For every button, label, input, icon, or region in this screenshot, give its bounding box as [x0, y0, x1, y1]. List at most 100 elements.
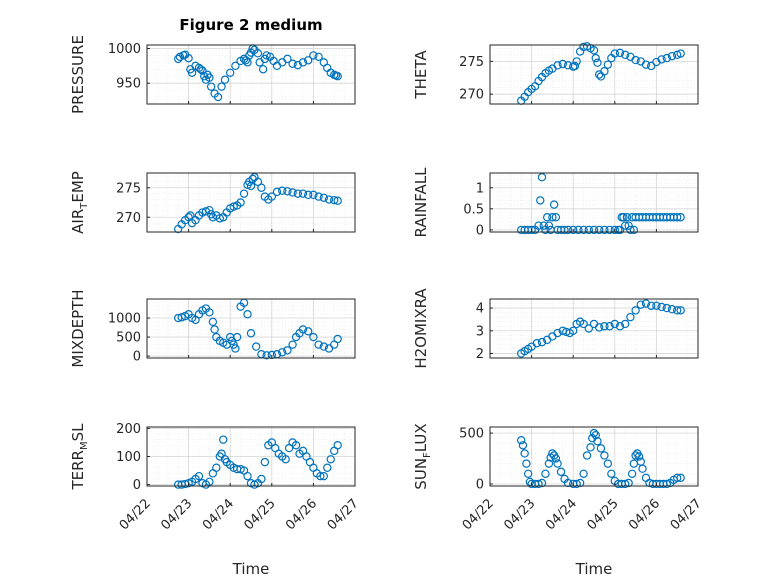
x-axis-label-right: Time — [575, 560, 613, 578]
data-point — [243, 310, 252, 319]
data-point — [243, 471, 252, 481]
data-point — [584, 225, 594, 235]
data-point — [631, 306, 640, 315]
y-tick-label: 0 — [476, 223, 484, 238]
data-point — [333, 334, 342, 344]
data-point — [326, 455, 335, 464]
data-point — [657, 302, 666, 312]
data-point — [641, 299, 651, 308]
data-point — [591, 53, 600, 63]
data-point — [544, 459, 554, 468]
data-point — [622, 213, 632, 222]
data-point — [626, 225, 635, 235]
plot-area — [147, 299, 355, 358]
y-tick-label: 275 — [116, 181, 141, 196]
data-point — [304, 56, 313, 65]
data-point — [314, 340, 323, 349]
data-point — [641, 60, 651, 69]
x-tick-label: 04/26 — [283, 496, 320, 533]
data-point — [593, 58, 602, 67]
y-axis-label: THETA — [412, 50, 430, 100]
data-point — [595, 323, 604, 332]
data-point — [298, 189, 308, 198]
data-point — [636, 300, 646, 309]
data-point — [667, 51, 677, 61]
plot-area — [490, 427, 698, 486]
data-point — [673, 306, 682, 315]
data-point — [621, 319, 630, 329]
data-point — [584, 324, 594, 333]
y-tick-label: 270 — [116, 211, 141, 226]
data-point — [652, 57, 661, 67]
y-axis-label: MIXDEPTH — [69, 289, 87, 367]
y-axis-label: H2OMIXRA — [412, 288, 430, 369]
data-point — [186, 211, 195, 220]
data-point — [534, 221, 543, 230]
subplot-4: 0 0.5 1 RAINFALL — [412, 167, 699, 238]
data-point — [621, 479, 630, 489]
data-point — [615, 225, 625, 235]
data-point — [615, 322, 625, 331]
data-point — [593, 437, 602, 446]
data-point — [600, 67, 609, 76]
data-point — [634, 452, 644, 461]
data-point — [589, 225, 599, 235]
subplot-8: 0 500 SUNFLUX 04/22 04/23 04/24 04/25 04/26 04/2… — [412, 423, 705, 533]
data-point — [239, 189, 249, 198]
y-tick-label: 0 — [133, 350, 141, 365]
data-series — [517, 42, 685, 105]
data-point — [549, 200, 559, 209]
data-point — [676, 306, 685, 315]
y-tick-label: 0 — [476, 477, 484, 492]
subplot-3: 270 275 AIRTEMP — [69, 171, 356, 234]
data-point — [667, 305, 677, 314]
data-point — [205, 73, 214, 82]
data-point — [184, 53, 193, 63]
data-point — [575, 478, 585, 488]
subplot-5: 0 500 1000 MIXDEPTH — [69, 289, 356, 368]
data-point — [596, 444, 606, 453]
data-point — [579, 469, 588, 478]
data-point — [225, 68, 235, 77]
data-point — [330, 195, 339, 205]
data-point — [558, 59, 568, 69]
data-series — [517, 299, 685, 358]
data-point — [309, 190, 318, 200]
data-point — [544, 221, 554, 230]
data-point — [624, 221, 633, 230]
x-axis-label-left: Time — [232, 560, 270, 578]
data-point — [283, 54, 292, 64]
data-point — [253, 49, 263, 58]
subplot-6: 2 3 4 H2OMIXRA — [412, 288, 699, 369]
data-point — [647, 61, 656, 71]
data-point — [205, 205, 214, 215]
axes-box — [146, 44, 356, 105]
x-tick-label: 04/25 — [585, 496, 622, 533]
data-point — [582, 451, 592, 460]
data-point — [272, 187, 282, 197]
data-point — [217, 82, 226, 91]
data-point — [560, 225, 569, 235]
data-series — [173, 298, 342, 360]
data-series — [517, 428, 685, 489]
x-tick-label: 04/22 — [117, 496, 154, 533]
data-point — [260, 457, 270, 467]
data-point — [319, 471, 328, 481]
data-point — [615, 48, 625, 58]
data-point — [522, 459, 531, 468]
data-point — [563, 478, 573, 488]
data-point — [591, 430, 600, 440]
data-point — [267, 192, 276, 201]
data-point — [220, 75, 230, 84]
data-point — [257, 183, 266, 192]
data-point — [673, 213, 682, 222]
y-tick-label: 200 — [116, 422, 141, 437]
data-point — [537, 478, 547, 488]
data-point — [553, 459, 562, 468]
y-tick-label: 3 — [476, 324, 484, 339]
x-tick-label: 04/23 — [501, 496, 538, 533]
data-point — [610, 49, 620, 58]
data-point — [283, 187, 292, 196]
data-point — [246, 329, 256, 338]
